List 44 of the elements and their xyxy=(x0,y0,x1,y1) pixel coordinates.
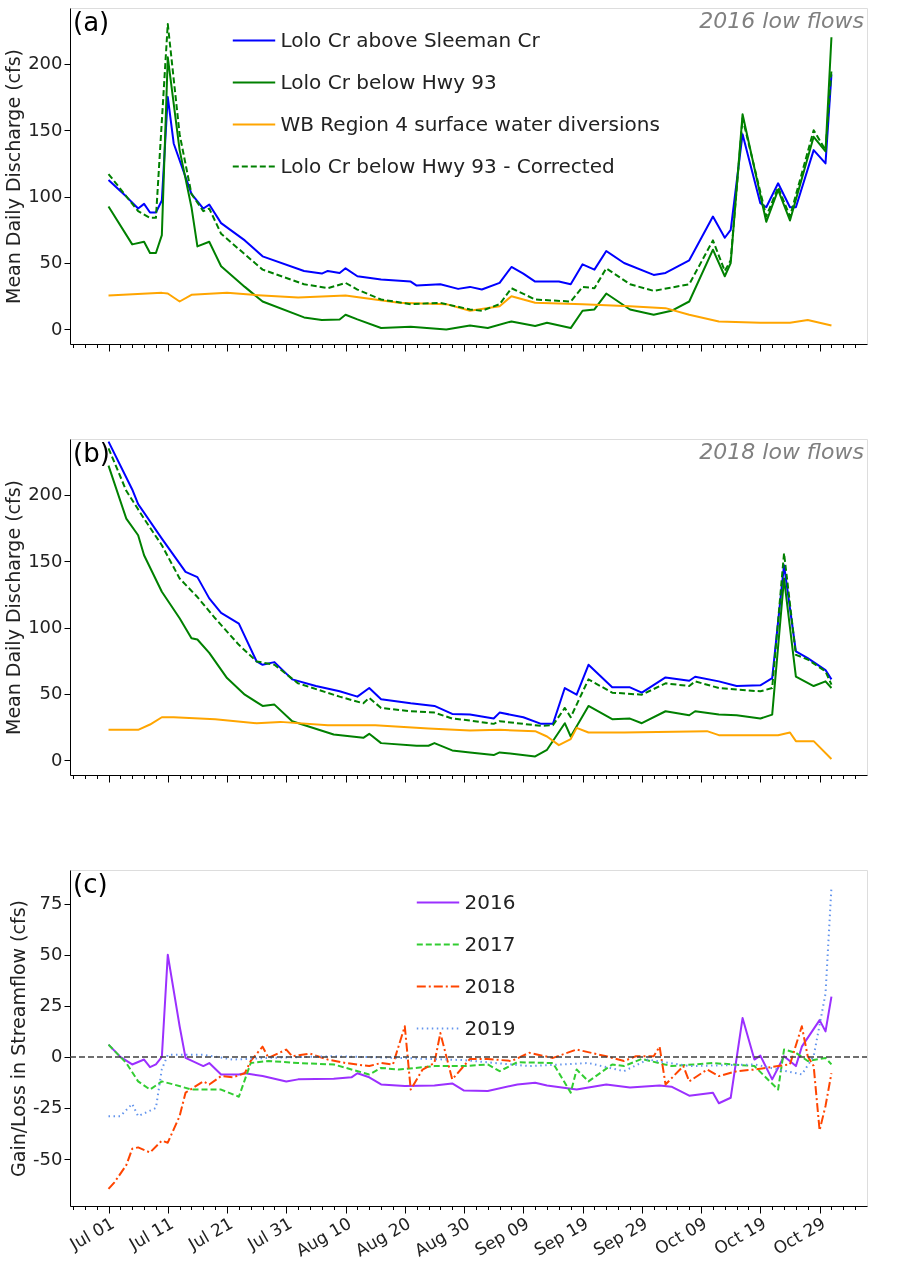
annotation: (a) xyxy=(73,7,110,37)
y-tick-label: 200 xyxy=(28,52,63,74)
y-tick-label: -50 xyxy=(33,1147,63,1169)
y-tick-label: 0 xyxy=(51,317,63,339)
y-tick-label: 150 xyxy=(28,549,63,571)
x-tick-label: Jul 21 xyxy=(183,1212,237,1255)
x-tick-label: Jul 11 xyxy=(124,1212,177,1255)
x-tick-label: Oct 29 xyxy=(769,1212,829,1259)
legend-label: 2016 xyxy=(464,889,516,914)
y-tick-label: 100 xyxy=(28,616,63,638)
y-axis-title: Gain/Loss in Streamflow (cfs) xyxy=(7,900,30,1177)
x-tick-label: Sep 29 xyxy=(589,1212,651,1260)
annotation: (b) xyxy=(73,438,110,468)
x-tick-label: Sep 19 xyxy=(530,1212,592,1260)
y-tick-label: 50 xyxy=(39,682,63,704)
x-tick-label: Oct 19 xyxy=(710,1212,770,1259)
legend-label: Lolo Cr above Sleeman Cr xyxy=(280,27,541,52)
x-tick-label: Sep 09 xyxy=(471,1212,533,1260)
annotation: 2016 low flows xyxy=(699,8,864,33)
legend-label: Lolo Cr below Hwy 93 - Corrected xyxy=(280,153,615,178)
x-tick-label: Jul 01 xyxy=(65,1212,118,1255)
x-tick-label: Oct 09 xyxy=(651,1212,711,1259)
y-tick-label: -25 xyxy=(33,1096,63,1118)
annotation: (c) xyxy=(73,869,108,899)
y-axis-title: Mean Daily Discharge (cfs) xyxy=(2,480,25,735)
legend-label: WB Region 4 surface water diversions xyxy=(280,111,660,136)
annotation: 2018 low flows xyxy=(699,439,864,464)
y-tick-label: 50 xyxy=(39,943,63,965)
y-tick-label: 0 xyxy=(51,1045,63,1067)
y-tick-label: 200 xyxy=(28,483,63,505)
legend-label: Lolo Cr below Hwy 93 xyxy=(280,69,497,94)
y-tick-label: 100 xyxy=(28,185,63,207)
legend-label: 2018 xyxy=(464,973,516,998)
y-tick-label: 0 xyxy=(51,748,63,770)
y-tick-label: 75 xyxy=(39,892,63,914)
legend-label: 2019 xyxy=(464,1015,516,1040)
line-series xyxy=(107,1043,833,1098)
legend-label: 2017 xyxy=(464,931,516,956)
y-tick-label: 25 xyxy=(39,994,63,1016)
line-series xyxy=(107,716,833,761)
y-tick-label: 150 xyxy=(28,118,63,140)
y-axis-title: Mean Daily Discharge (cfs) xyxy=(2,49,25,304)
line-series xyxy=(107,291,833,327)
y-tick-label: 50 xyxy=(39,251,63,273)
